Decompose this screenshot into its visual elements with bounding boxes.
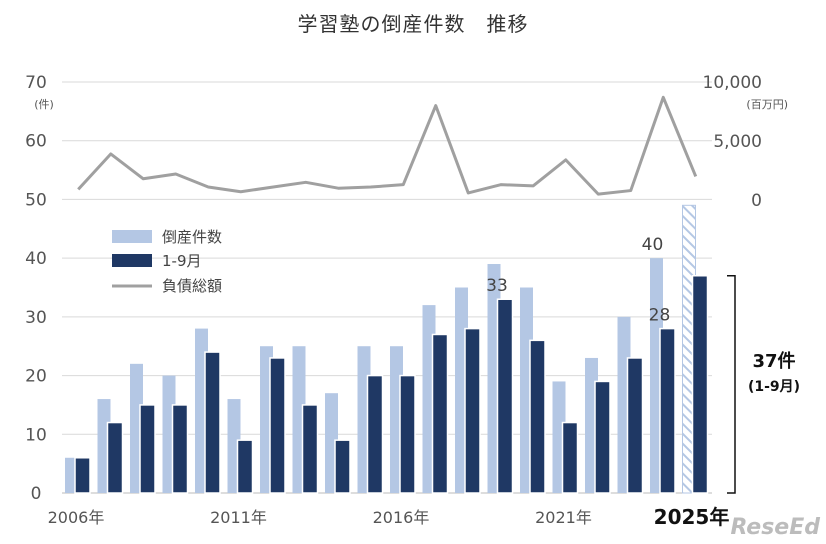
annotation-period: (1-9月) bbox=[748, 379, 800, 395]
chart-title: 学習塾の倒産件数 推移 bbox=[297, 12, 529, 36]
bar-jan-sep bbox=[236, 439, 254, 494]
x-tick-label: 2016年 bbox=[373, 508, 430, 527]
bar-jan-sep bbox=[659, 327, 676, 494]
x-tick-label: 2011年 bbox=[210, 508, 267, 527]
y-tick-label-left: 60 bbox=[25, 132, 47, 152]
data-label: 33 bbox=[486, 276, 508, 296]
bar-jan-sep bbox=[269, 357, 286, 494]
y-tick-label-left: 0 bbox=[31, 484, 42, 504]
y-tick-label-left: 40 bbox=[25, 249, 47, 269]
legend-swatch-total bbox=[112, 230, 152, 243]
bar-jan-sep bbox=[366, 374, 384, 494]
x-tick-label: 2021年 bbox=[535, 508, 592, 527]
bar-jan-sep bbox=[529, 339, 546, 494]
y-tick-label-right: 10,000 bbox=[703, 73, 762, 93]
y-tick-label-left: 30 bbox=[25, 308, 47, 328]
bar-jan-sep bbox=[106, 421, 124, 494]
y-tick-label-right: 5,000 bbox=[713, 132, 762, 152]
bar-jan-sep bbox=[464, 327, 481, 494]
bar-jan-sep bbox=[561, 421, 579, 494]
y-tick-label-left: 50 bbox=[25, 190, 47, 210]
legend-label-jan-sep: 1-9月 bbox=[162, 252, 202, 270]
x-tick-label: 2006年 bbox=[48, 508, 105, 527]
line-debt-total bbox=[77, 95, 698, 196]
bar-jan-sep bbox=[431, 333, 449, 494]
bar-jan-sep bbox=[691, 275, 709, 494]
bar-jan-sep bbox=[594, 380, 611, 494]
bar-jan-sep bbox=[204, 351, 221, 494]
legend-label-debt: 負債総額 bbox=[162, 277, 222, 295]
y-tick-label-left: 70 bbox=[25, 73, 47, 93]
annotation-count: 37件 bbox=[752, 350, 795, 372]
right-axis-unit: (百万円) bbox=[746, 98, 788, 111]
bar-jan-sep bbox=[496, 298, 514, 494]
bar-jan-sep bbox=[399, 374, 416, 494]
legend-swatch-jan-sep bbox=[112, 254, 152, 267]
bar-jan-sep bbox=[301, 404, 319, 494]
y-tick-label-left: 10 bbox=[25, 425, 47, 445]
y-tick-label-right: 0 bbox=[751, 191, 762, 211]
bar-jan-sep bbox=[334, 439, 351, 494]
data-label: 28 bbox=[649, 306, 671, 326]
bracket bbox=[727, 275, 736, 494]
legend-label-total: 倒産件数 bbox=[162, 228, 222, 246]
bar-jan-sep bbox=[74, 457, 91, 494]
left-axis-unit: (件) bbox=[34, 98, 54, 111]
x-tick-label-last: 2025年 bbox=[654, 505, 730, 529]
data-label: 40 bbox=[642, 235, 664, 255]
bar-jan-sep bbox=[139, 404, 156, 494]
bar-jan-sep bbox=[171, 404, 189, 494]
bar-jan-sep bbox=[626, 357, 644, 494]
y-tick-label-left: 20 bbox=[25, 367, 47, 387]
watermark-logo: ReseEd bbox=[730, 515, 820, 540]
